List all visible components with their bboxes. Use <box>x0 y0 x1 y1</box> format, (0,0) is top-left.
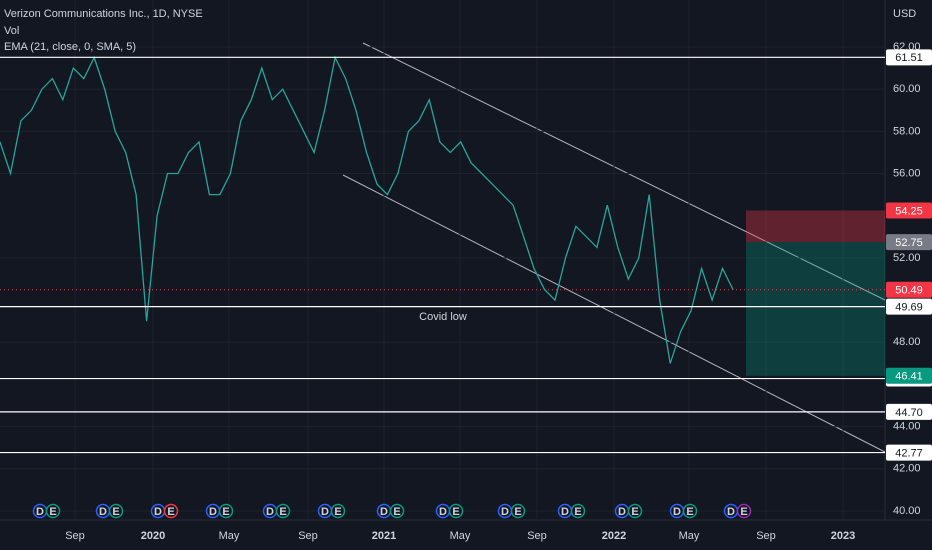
event-icon <box>389 503 405 519</box>
event-label: D <box>154 506 162 518</box>
price-badge <box>886 281 932 298</box>
event-label: E <box>631 506 638 518</box>
time-label: 2023 <box>831 530 855 542</box>
event-icon <box>736 503 752 519</box>
event-label: D <box>321 506 329 518</box>
time-label: Sep <box>527 530 547 542</box>
event-icon <box>570 503 586 519</box>
event-label: D <box>380 506 388 518</box>
price-line <box>0 55 734 364</box>
price-badge <box>886 234 932 251</box>
price-tick-label: 60.00 <box>893 83 921 95</box>
price-tick-label: 56.00 <box>893 167 921 179</box>
event-label: D <box>618 506 626 518</box>
event-icon <box>330 503 346 519</box>
time-label: May <box>219 530 240 542</box>
level-badge <box>886 403 932 420</box>
price-badge-label: 46.41 <box>895 371 923 383</box>
price-tick-label: 44.00 <box>893 421 921 433</box>
price-tick-label: 58.00 <box>893 125 921 137</box>
time-label: Sep <box>756 530 776 542</box>
event-label: E <box>334 506 341 518</box>
event-icon <box>627 503 643 519</box>
level-badge <box>886 298 932 315</box>
time-label: Sep <box>65 530 85 542</box>
level-badge <box>886 444 932 461</box>
target-zone <box>746 242 885 376</box>
event-label: D <box>99 506 107 518</box>
event-label: E <box>514 506 521 518</box>
annotation: Covid low <box>419 311 467 323</box>
event-icon <box>275 503 291 519</box>
price-tick-label: 48.00 <box>893 336 921 348</box>
price-badge <box>886 202 932 219</box>
event-label: D <box>266 506 274 518</box>
event-label: E <box>393 506 400 518</box>
event-icon <box>448 503 464 519</box>
symbol-title: Verizon Communications Inc., 1D, NYSE <box>4 8 203 20</box>
event-label: E <box>49 506 56 518</box>
event-icon <box>682 503 698 519</box>
currency: USD <box>893 8 916 20</box>
time-label: 2022 <box>602 530 626 542</box>
event-label: E <box>167 506 174 518</box>
level-label: 49.69 <box>895 302 923 314</box>
level-badge <box>886 49 932 66</box>
price-badge-label: 52.75 <box>895 237 923 249</box>
event-icon <box>218 503 234 519</box>
price-tick-label: 40.00 <box>893 505 921 517</box>
time-label: May <box>679 530 700 542</box>
price-badge <box>886 367 932 384</box>
event-label: E <box>452 506 459 518</box>
event-label: E <box>222 506 229 518</box>
time-label: 2021 <box>372 530 396 542</box>
event-label: E <box>686 506 693 518</box>
event-label: D <box>673 506 681 518</box>
event-label: D <box>561 506 569 518</box>
level-label: 44.70 <box>895 407 923 419</box>
event-label: D <box>727 506 735 518</box>
event-label: E <box>112 506 119 518</box>
price-tick-label: 52.00 <box>893 252 921 264</box>
event-label: E <box>740 506 747 518</box>
event-icon <box>45 503 61 519</box>
price-badge-label: 54.25 <box>895 205 923 217</box>
price-badge-label: 50.49 <box>895 285 923 297</box>
event-label: D <box>501 506 509 518</box>
event-icon <box>108 503 124 519</box>
event-icon <box>510 503 526 519</box>
indicator-label: EMA (21, close, 0, SMA, 5) <box>4 41 136 53</box>
event-icon <box>163 503 179 519</box>
level-label: 61.51 <box>895 52 923 64</box>
event-label: D <box>209 506 217 518</box>
time-label: 2020 <box>141 530 165 542</box>
event-label: E <box>574 506 581 518</box>
stop-zone <box>746 210 885 243</box>
event-label: D <box>36 506 44 518</box>
level-label: 42.77 <box>895 447 923 459</box>
time-label: May <box>450 530 471 542</box>
event-label: E <box>279 506 286 518</box>
event-label: D <box>439 506 447 518</box>
volume-label: Vol <box>4 25 19 37</box>
price-tick-label: 42.00 <box>893 463 921 475</box>
time-label: Sep <box>298 530 318 542</box>
channel-upper <box>362 42 886 301</box>
